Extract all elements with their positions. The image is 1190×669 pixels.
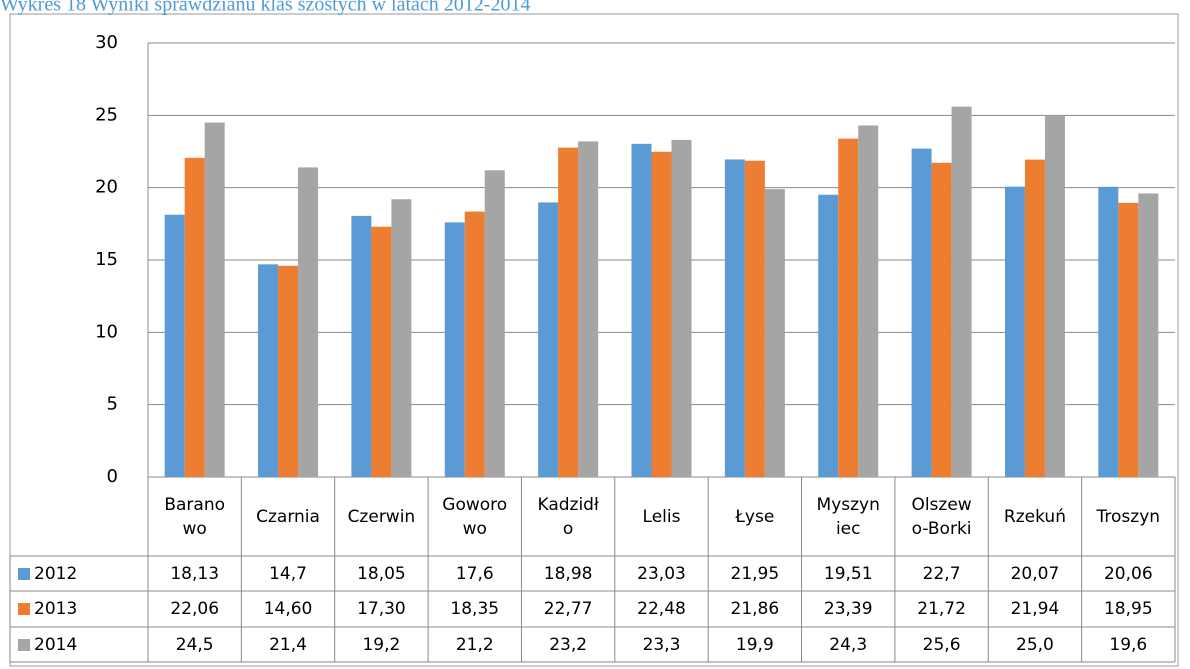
x-tick-label: Troszyn [1096,506,1161,527]
data-label: 23,39 [823,598,873,619]
bar [444,222,465,477]
data-label: 20,06 [1103,563,1153,584]
data-label: 22,77 [543,598,593,619]
data-label: 23,2 [549,634,588,655]
bar [164,214,185,477]
legend-label: 2014 [34,634,78,655]
bar [558,147,579,477]
bar [1024,159,1045,478]
bar [1138,193,1159,477]
data-label: 22,48 [637,598,686,619]
data-label: 18,05 [357,563,406,584]
data-label: 21,72 [917,598,966,619]
data-label: 23,3 [642,634,681,655]
data-label: 20,07 [1010,563,1060,584]
x-tick-label: Kadzidł o [537,494,599,539]
data-label: 24,3 [829,634,868,655]
legend-swatch [18,602,30,615]
data-label: 21,95 [730,563,780,584]
bar [538,202,559,477]
x-tick-label: Myszyn iec [816,494,880,539]
data-label: 25,0 [1016,634,1054,655]
chart-frame [9,13,1179,667]
bar [911,148,932,477]
legend-swatch [18,567,30,580]
data-label: 21,86 [730,598,780,619]
chart-title: Wykres 18 Wyniki sprawdzianu klas szósty… [0,0,530,16]
legend-swatch [18,638,30,651]
bar [818,194,839,477]
y-tick-label: 5 [107,394,118,415]
y-tick-label: 25 [95,104,118,125]
bar [931,162,952,477]
legend-label: 2013 [34,598,78,619]
y-tick-label: 0 [107,466,118,487]
data-label: 19,2 [362,634,401,655]
data-label: 19,6 [1109,634,1148,655]
bar [838,138,859,477]
data-label: 17,6 [455,563,494,584]
bar [464,211,485,477]
y-tick-label: 10 [95,321,118,342]
bar [744,160,765,477]
bar [1004,186,1025,478]
data-label: 21,4 [269,634,307,655]
data-label: 23,03 [637,563,686,584]
bar [1118,202,1139,477]
data-label: 14,60 [263,598,313,619]
data-label: 22,7 [922,563,961,584]
legend-label: 2012 [34,563,78,584]
data-label: 19,9 [735,634,774,655]
data-label: 18,35 [450,598,500,619]
bar [631,143,652,477]
bar [371,226,392,477]
data-label: 19,51 [823,563,873,584]
bar [724,159,745,477]
bar [298,167,319,477]
bar [184,157,205,477]
data-label: 18,95 [1103,598,1153,619]
data-label: 25,6 [922,634,961,655]
legend-entry: 2012 [18,556,77,592]
y-tick-label: 15 [95,249,118,270]
data-label: 22,06 [170,598,220,619]
bar [858,125,879,478]
data-label: 18,13 [170,563,220,584]
legend-entry: 2014 [18,627,77,663]
y-tick-label: 20 [95,177,118,198]
bar [258,264,279,477]
x-tick-label: Lelis [642,506,681,527]
data-label: 21,2 [455,634,494,655]
bar [204,122,225,478]
data-label: 21,94 [1010,598,1060,619]
bar [951,106,972,478]
bar [764,189,785,477]
bar [671,139,692,477]
bar [578,141,599,477]
y-tick-label: 30 [95,32,118,53]
bar [651,151,672,477]
x-tick-label: Czarnia [256,506,320,527]
legend-entry: 2013 [18,591,77,627]
bar [1044,115,1065,477]
bar [278,265,299,477]
data-label: 17,30 [357,598,406,619]
x-tick-label: Czerwin [347,506,416,527]
x-tick-label: Olszew o-Borki [911,494,972,539]
bar [484,170,505,477]
x-tick-label: Goworo wo [442,494,508,539]
data-label: 14,7 [269,563,307,584]
x-tick-label: Rzekuń [1003,506,1066,527]
bar [391,199,412,478]
data-label: 24,5 [175,634,214,655]
data-label: 18,98 [543,563,593,584]
x-tick-label: Łyse [735,506,775,527]
x-tick-label: Barano wo [164,494,226,539]
bar [1098,186,1119,478]
bar [351,215,372,478]
